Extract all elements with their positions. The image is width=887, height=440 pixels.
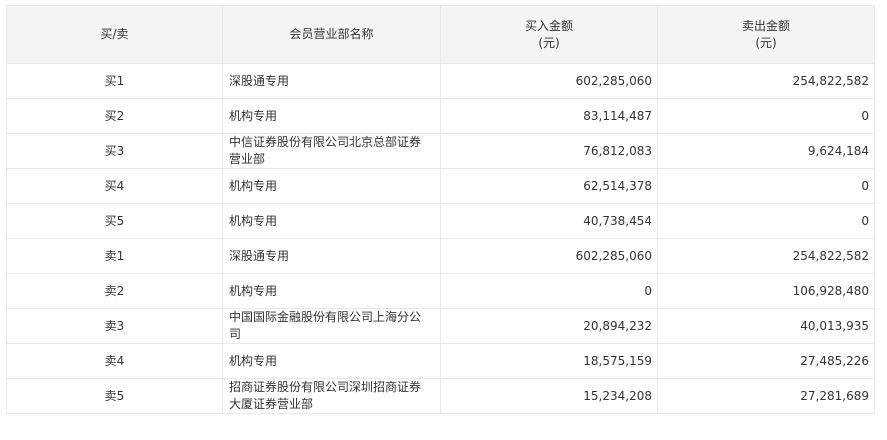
table-cell: 18,575,159 <box>440 343 658 379</box>
header-text: (元) <box>755 35 777 50</box>
header-text: 卖出金额 <box>741 18 790 33</box>
table-cell: 机构专用 <box>222 203 441 239</box>
header-text: 买/卖 <box>100 27 129 41</box>
trading-table: 买/卖 会员营业部名称 买入金额 (元) 卖出金额 (元) 买1 深股通专用 602,285,… <box>6 5 875 414</box>
table-cell: 0 <box>657 98 875 134</box>
table-cell: 深股通专用 <box>222 63 441 99</box>
table-cell: 20,894,232 <box>440 308 658 344</box>
table-cell: 15,234,208 <box>440 378 658 414</box>
header-text: 会员营业部名称 <box>289 27 374 41</box>
header-text: 买入金额 <box>524 18 573 33</box>
table-cell: 卖5 <box>6 378 223 414</box>
table-cell: 卖3 <box>6 308 223 344</box>
table-row: 卖1 深股通专用 602,285,060 254,822,582 <box>6 238 875 274</box>
table-row: 卖5 招商证券股份有限公司深圳招商证券大厦证券营业部 15,234,208 27,28… <box>6 378 875 414</box>
table-cell: 买5 <box>6 203 223 239</box>
table-cell: 106,928,480 <box>657 273 875 309</box>
table-row: 卖2 机构专用 0 106,928,480 <box>6 273 875 309</box>
table-cell: 254,822,582 <box>657 238 875 274</box>
table-cell: 76,812,083 <box>440 133 658 169</box>
table-cell: 0 <box>657 203 875 239</box>
table-row: 卖3 中国国际金融股份有限公司上海分公司 20,894,232 40,013,935 <box>6 308 875 344</box>
column-header: 买入金额 (元) <box>440 5 658 64</box>
table-cell: 招商证券股份有限公司深圳招商证券大厦证券营业部 <box>222 378 441 414</box>
table-body: 买1 深股通专用 602,285,060 254,822,582 买2 机构专用 83,11… <box>6 63 875 414</box>
table-cell: 0 <box>440 273 658 309</box>
table-cell: 254,822,582 <box>657 63 875 99</box>
table-cell: 40,738,454 <box>440 203 658 239</box>
table-cell: 机构专用 <box>222 343 441 379</box>
table-cell: 62,514,378 <box>440 168 658 204</box>
column-header: 买/卖 <box>6 5 223 64</box>
table-row: 买3 中信证券股份有限公司北京总部证券营业部 76,812,083 9,624,184 <box>6 133 875 169</box>
table-cell: 卖1 <box>6 238 223 274</box>
table-cell: 中国国际金融股份有限公司上海分公司 <box>222 308 441 344</box>
table-cell: 602,285,060 <box>440 63 658 99</box>
table-row: 卖4 机构专用 18,575,159 27,485,226 <box>6 343 875 379</box>
table-cell: 买1 <box>6 63 223 99</box>
table-cell: 机构专用 <box>222 98 441 134</box>
column-header: 卖出金额 (元) <box>657 5 875 64</box>
table-cell: 买3 <box>6 133 223 169</box>
table-cell: 卖4 <box>6 343 223 379</box>
table-cell: 机构专用 <box>222 168 441 204</box>
table-row: 买4 机构专用 62,514,378 0 <box>6 168 875 204</box>
table-cell: 深股通专用 <box>222 238 441 274</box>
table-cell: 0 <box>657 168 875 204</box>
table-cell: 40,013,935 <box>657 308 875 344</box>
table-cell: 27,281,689 <box>657 378 875 414</box>
table-cell: 买4 <box>6 168 223 204</box>
header-text: (元) <box>538 35 560 50</box>
table-cell: 27,485,226 <box>657 343 875 379</box>
table-cell: 83,114,487 <box>440 98 658 134</box>
table-row: 买2 机构专用 83,114,487 0 <box>6 98 875 134</box>
table-cell: 9,624,184 <box>657 133 875 169</box>
column-header: 会员营业部名称 <box>222 5 441 64</box>
table-cell: 机构专用 <box>222 273 441 309</box>
header-row: 买/卖 会员营业部名称 买入金额 (元) 卖出金额 (元) <box>6 5 875 64</box>
table-cell: 买2 <box>6 98 223 134</box>
table-row: 买5 机构专用 40,738,454 0 <box>6 203 875 239</box>
table-cell: 602,285,060 <box>440 238 658 274</box>
table-row: 买1 深股通专用 602,285,060 254,822,582 <box>6 63 875 99</box>
table-cell: 卖2 <box>6 273 223 309</box>
table-cell: 中信证券股份有限公司北京总部证券营业部 <box>222 133 441 169</box>
